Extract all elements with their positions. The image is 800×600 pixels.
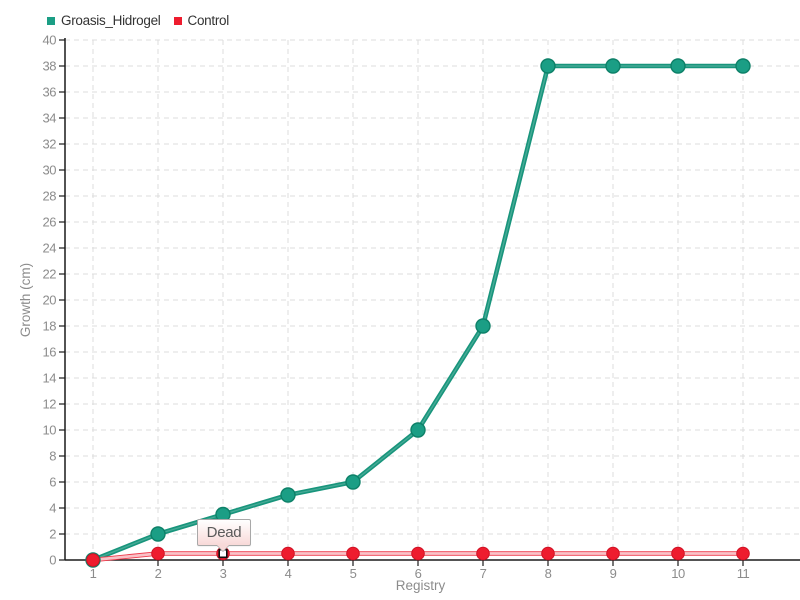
y-tick-label: 22: [43, 267, 57, 282]
y-tick-label: 4: [49, 501, 56, 516]
legend-swatch-groasis-hidrogel: [47, 17, 55, 25]
data-point-control-7[interactable]: [477, 547, 490, 560]
y-tick-label: 6: [49, 475, 56, 490]
plot-svg[interactable]: 0246810121416182022242628303234363840123…: [0, 0, 800, 600]
tooltip-dead: Dead: [197, 519, 251, 546]
y-tick-label: 14: [43, 371, 57, 386]
x-tick-label: 11: [737, 566, 750, 581]
data-point-groasis_hidrogel-9[interactable]: [606, 59, 620, 73]
data-point-control-6[interactable]: [412, 547, 425, 560]
y-tick-label: 2: [49, 527, 56, 542]
y-tick-label: 36: [43, 85, 57, 100]
x-tick-label: 5: [350, 566, 357, 581]
legend-label-control: Control: [188, 13, 229, 28]
data-point-groasis_hidrogel-11[interactable]: [736, 59, 750, 73]
data-point-groasis_hidrogel-10[interactable]: [671, 59, 685, 73]
data-point-control-5[interactable]: [347, 547, 360, 560]
data-point-control-2[interactable]: [152, 547, 165, 560]
y-tick-label: 10: [43, 423, 57, 438]
y-tick-label: 30: [43, 163, 57, 178]
y-tick-label: 34: [43, 111, 57, 126]
data-point-groasis_hidrogel-7[interactable]: [476, 319, 490, 333]
y-tick-label: 18: [43, 319, 57, 334]
legend-swatch-control: [174, 17, 182, 25]
y-tick-label: 24: [43, 241, 57, 256]
x-tick-label: 1: [90, 566, 97, 581]
legend-item-groasis-hidrogel[interactable]: Groasis_Hidrogel: [47, 13, 161, 28]
data-point-control-1[interactable]: [87, 554, 100, 567]
data-point-control-8[interactable]: [542, 547, 555, 560]
y-tick-label: 12: [43, 397, 57, 412]
y-tick-label: 0: [49, 553, 56, 568]
y-tick-label: 28: [43, 189, 57, 204]
legend-label-groasis-hidrogel: Groasis_Hidrogel: [61, 13, 161, 28]
data-point-groasis_hidrogel-4[interactable]: [281, 488, 295, 502]
data-point-groasis_hidrogel-2[interactable]: [151, 527, 165, 541]
chart-container: Groasis_Hidrogel Control 024681012141618…: [0, 0, 800, 600]
x-tick-label: 3: [220, 566, 227, 581]
data-point-groasis_hidrogel-8[interactable]: [541, 59, 555, 73]
y-tick-label: 40: [43, 33, 57, 48]
y-tick-label: 16: [43, 345, 57, 360]
legend: Groasis_Hidrogel Control: [47, 13, 229, 28]
x-tick-label: 4: [285, 566, 292, 581]
y-tick-label: 26: [43, 215, 57, 230]
y-tick-label: 20: [43, 293, 57, 308]
data-point-groasis_hidrogel-5[interactable]: [346, 475, 360, 489]
data-point-groasis_hidrogel-6[interactable]: [411, 423, 425, 437]
x-tick-label: 8: [545, 566, 552, 581]
x-tick-label: 10: [671, 566, 685, 581]
data-point-control-4[interactable]: [282, 547, 295, 560]
y-tick-label: 32: [43, 137, 57, 152]
data-point-control-11[interactable]: [737, 547, 750, 560]
x-tick-label: 2: [155, 566, 162, 581]
y-axis-label: Growth (cm): [18, 263, 33, 337]
data-point-control-9[interactable]: [607, 547, 620, 560]
y-tick-label: 38: [43, 59, 57, 74]
x-axis-label: Registry: [396, 578, 446, 593]
y-tick-label: 8: [49, 449, 56, 464]
legend-item-control[interactable]: Control: [174, 13, 229, 28]
x-tick-label: 7: [480, 566, 487, 581]
x-tick-label: 9: [610, 566, 617, 581]
data-point-control-10[interactable]: [672, 547, 685, 560]
